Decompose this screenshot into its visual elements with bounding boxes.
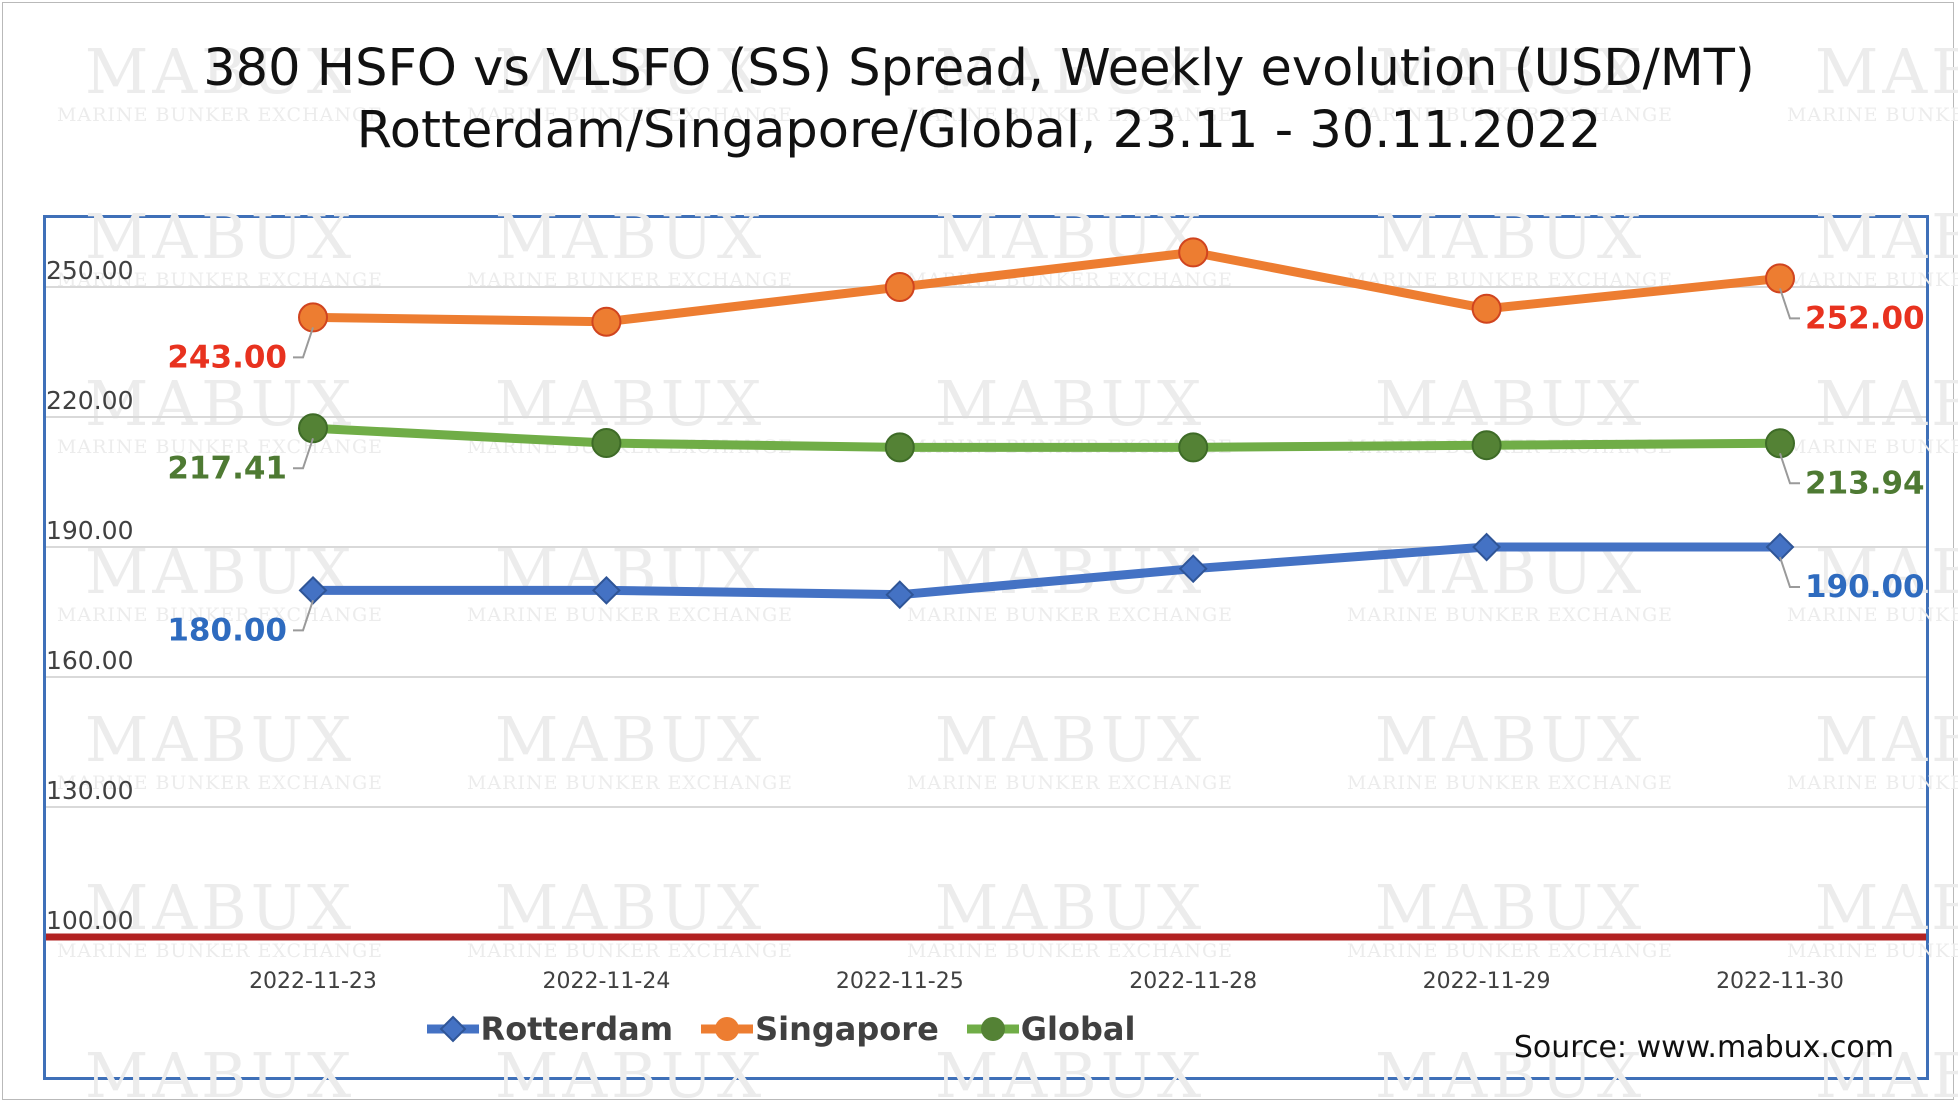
leader-line	[293, 327, 314, 359]
data-labels: 180.00 190.00 243.00 252.00 217.41 213.94	[167, 288, 1925, 648]
legend-item-singapore: Singapore	[699, 1010, 939, 1048]
data-point-rotterdam	[1472, 532, 1502, 562]
y-tick-label: 190.00	[46, 516, 133, 545]
data-point-singapore	[1178, 237, 1209, 268]
data-label-rotterdam-last: 190.00	[1805, 569, 1925, 605]
data-point-singapore	[1471, 293, 1502, 324]
y-axis-tick-labels: 100.00 130.00 160.00 190.00 220.00 250.00	[46, 256, 133, 935]
y-tick-label: 160.00	[46, 646, 133, 675]
leader-line	[1779, 452, 1800, 485]
legend-swatch-global	[966, 1017, 1019, 1041]
chart-subtitle: Rotterdam/Singapore/Global, 23.11 - 30.1…	[356, 101, 1602, 160]
series-line-global	[312, 423, 1781, 452]
data-point-singapore	[298, 302, 328, 333]
leader-line	[293, 600, 314, 632]
data-point-singapore	[591, 306, 622, 337]
data-point-singapore	[884, 272, 915, 303]
x-tick-label: 2022-11-24	[542, 969, 670, 994]
series-line-singapore	[312, 247, 1781, 327]
x-tick-label: 2022-11-23	[249, 969, 377, 994]
chart-legend: Rotterdam Singapore Global	[0, 1010, 1560, 1048]
data-point-singapore	[1765, 263, 1795, 294]
data-point-rotterdam	[1765, 532, 1795, 562]
x-tick-label: 2022-11-29	[1423, 969, 1551, 994]
source-note: Source: www.mabux.com	[1513, 1030, 1894, 1065]
data-label-singapore-first: 243.00	[167, 339, 287, 375]
data-point-rotterdam	[591, 575, 621, 605]
chart-title: 380 HSFO vs VLSFO (SS) Spread, Weekly ev…	[203, 39, 1755, 98]
leader-line	[1779, 556, 1800, 589]
x-tick-label: 2022-11-30	[1716, 969, 1844, 994]
data-point-global	[1471, 430, 1502, 461]
y-tick-label: 130.00	[46, 776, 133, 805]
data-point-global	[591, 428, 622, 459]
chart-frame	[43, 215, 1929, 1080]
legend-item-rotterdam: Rotterdam	[425, 1010, 674, 1048]
chart-title-block: 380 HSFO vs VLSFO (SS) Spread, Weekly ev…	[0, 38, 1958, 162]
legend-item-global: Global	[965, 1010, 1136, 1048]
data-label-global-first: 217.41	[167, 450, 287, 486]
data-label-singapore-last: 252.00	[1805, 300, 1925, 336]
data-point-global	[1178, 432, 1209, 463]
data-point-rotterdam	[298, 575, 328, 605]
leader-line	[293, 437, 314, 470]
legend-label: Singapore	[755, 1010, 939, 1048]
series-lines	[298, 237, 1795, 610]
x-tick-label: 2022-11-28	[1129, 969, 1257, 994]
data-point-global	[884, 432, 915, 463]
y-tick-label: 100.00	[46, 906, 133, 935]
legend-label: Global	[1020, 1010, 1136, 1048]
data-point-global	[298, 413, 328, 444]
data-point-rotterdam	[885, 580, 915, 610]
data-point-rotterdam	[1178, 554, 1208, 584]
gridlines	[46, 286, 1926, 941]
legend-swatch-rotterdam	[426, 1015, 479, 1043]
data-point-global	[1765, 428, 1795, 459]
x-tick-label: 2022-11-25	[836, 969, 964, 994]
legend-swatch-singapore	[701, 1017, 754, 1041]
legend-label: Rotterdam	[480, 1010, 674, 1048]
x-axis-tick-labels: 2022-11-23 2022-11-24 2022-11-25 2022-11-28…	[249, 969, 1844, 994]
leader-line	[1779, 288, 1800, 320]
data-label-global-last: 213.94	[1805, 465, 1925, 501]
series-line-rotterdam	[313, 542, 1780, 600]
y-tick-label: 250.00	[46, 256, 133, 285]
y-tick-label: 220.00	[46, 386, 133, 415]
data-label-rotterdam-first: 180.00	[167, 612, 287, 648]
